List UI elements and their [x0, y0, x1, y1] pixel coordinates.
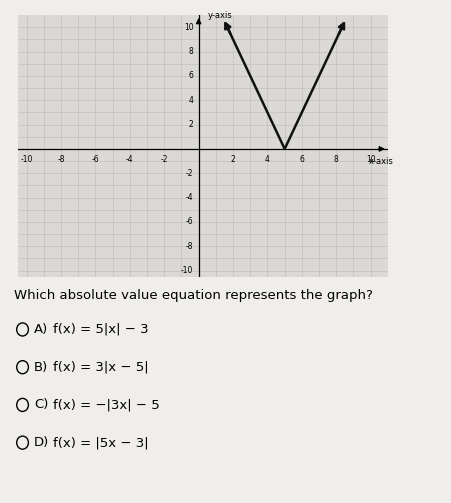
Text: y-axis: y-axis: [207, 11, 232, 20]
Text: 4: 4: [265, 155, 270, 164]
Text: 10: 10: [366, 155, 376, 164]
Text: f(x) = |5x − 3|: f(x) = |5x − 3|: [53, 436, 149, 449]
Text: f(x) = 5|x| − 3: f(x) = 5|x| − 3: [53, 323, 149, 336]
Text: 2: 2: [189, 120, 193, 129]
Text: 4: 4: [189, 96, 193, 105]
Text: -4: -4: [126, 155, 133, 164]
Text: A): A): [34, 323, 48, 336]
Text: -2: -2: [186, 169, 193, 178]
Text: D): D): [34, 436, 49, 449]
Text: -8: -8: [186, 242, 193, 250]
Text: Which absolute value equation represents the graph?: Which absolute value equation represents…: [14, 289, 373, 302]
Text: 6: 6: [299, 155, 304, 164]
Text: f(x) = −|3x| − 5: f(x) = −|3x| − 5: [53, 398, 160, 411]
Text: 10: 10: [184, 23, 193, 32]
Text: -10: -10: [20, 155, 33, 164]
Text: -6: -6: [92, 155, 99, 164]
Text: 6: 6: [189, 71, 193, 80]
Text: x-axis: x-axis: [368, 156, 393, 165]
Text: 8: 8: [334, 155, 339, 164]
Text: f(x) = 3|x − 5|: f(x) = 3|x − 5|: [53, 361, 149, 374]
Text: -8: -8: [57, 155, 65, 164]
Text: -10: -10: [181, 266, 193, 275]
Text: -4: -4: [186, 193, 193, 202]
Text: B): B): [34, 361, 48, 374]
Text: -2: -2: [161, 155, 168, 164]
Text: 2: 2: [230, 155, 235, 164]
Text: 8: 8: [189, 47, 193, 56]
Text: C): C): [34, 398, 48, 411]
Text: -6: -6: [186, 217, 193, 226]
